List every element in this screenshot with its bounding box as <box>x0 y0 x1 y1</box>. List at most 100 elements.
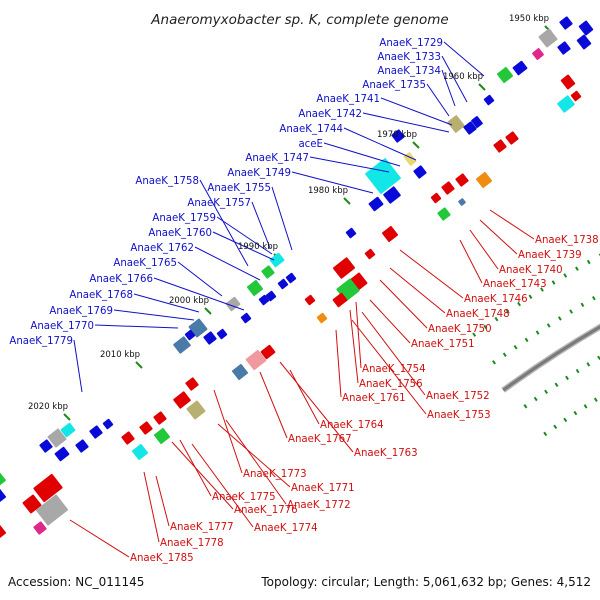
gene-label-forward[interactable]: AnaeK_1758 <box>135 176 199 187</box>
gene-block <box>184 329 196 341</box>
leader-line-reverse <box>389 267 446 314</box>
tick-dash <box>573 410 578 416</box>
leader-line-reverse <box>489 209 535 240</box>
gene-label-forward[interactable]: AnaeK_1770 <box>30 321 94 332</box>
leader-line-reverse <box>217 423 291 488</box>
gene-block <box>203 331 217 345</box>
gene-label-reverse[interactable]: AnaeK_1785 <box>130 553 194 564</box>
tick-dash <box>580 302 585 308</box>
gene-block <box>285 272 297 284</box>
gene-block <box>173 391 191 409</box>
gene-label-forward[interactable]: AnaeK_1757 <box>187 198 251 209</box>
gene-label-reverse[interactable]: AnaeK_1746 <box>464 294 528 305</box>
gene-label-forward[interactable]: AnaeK_1742 <box>298 109 362 120</box>
tick-label: 1990 kbp <box>238 242 278 252</box>
gene-label-reverse[interactable]: AnaeK_1771 <box>291 483 355 494</box>
tick-dash <box>492 360 496 365</box>
gene-label-forward[interactable]: AnaeK_1741 <box>316 94 380 105</box>
tick-dash <box>586 259 591 265</box>
gene-label-forward[interactable]: AnaeK_1779 <box>9 336 73 347</box>
gene-label-reverse[interactable]: AnaeK_1777 <box>170 522 234 533</box>
gene-block <box>532 48 544 60</box>
gene-block <box>391 129 405 143</box>
leader-line-reverse <box>191 443 254 528</box>
gene-label-reverse[interactable]: AnaeK_1750 <box>428 324 492 335</box>
gene-label-reverse[interactable]: AnaeK_1738 <box>535 235 599 246</box>
tick-dash <box>554 382 559 387</box>
tick-dash <box>591 295 596 301</box>
gene-label-reverse[interactable]: AnaeK_1773 <box>243 469 307 480</box>
gene-label-reverse[interactable]: AnaeK_1753 <box>427 410 491 421</box>
tick-dash <box>586 362 591 367</box>
leader-line-forward <box>323 142 401 167</box>
gene-label-reverse[interactable]: AnaeK_1763 <box>354 448 418 459</box>
gene-block <box>475 171 493 189</box>
gene-label-reverse[interactable]: AnaeK_1772 <box>287 500 351 511</box>
gene-label-forward[interactable]: AnaeK_1729 <box>379 38 443 49</box>
gene-label-forward[interactable]: AnaeK_1762 <box>130 243 194 254</box>
gene-label-reverse[interactable]: AnaeK_1739 <box>518 250 582 261</box>
gene-block <box>260 344 276 360</box>
gene-block <box>437 207 451 221</box>
gene-label-reverse[interactable]: AnaeK_1778 <box>160 538 224 549</box>
gene-label-reverse[interactable]: AnaeK_1752 <box>426 391 490 402</box>
gene-label-reverse[interactable]: AnaeK_1761 <box>342 393 406 404</box>
gene-label-reverse[interactable]: AnaeK_1754 <box>362 364 426 375</box>
tick-dash <box>523 404 528 409</box>
gene-block <box>483 94 495 106</box>
gene-label-forward[interactable]: aceE <box>298 139 323 150</box>
tick-dash <box>593 397 598 402</box>
tick-dash <box>583 404 588 409</box>
leader-line-forward <box>291 171 374 194</box>
gene-block <box>332 292 348 308</box>
gene-block <box>75 439 89 453</box>
gene-block <box>0 469 6 487</box>
tick-label: 1950 kbp <box>509 14 549 24</box>
gene-label-forward[interactable]: AnaeK_1749 <box>227 168 291 179</box>
leader-line-reverse <box>349 309 359 384</box>
gene-label-reverse[interactable]: AnaeK_1774 <box>254 523 318 534</box>
gene-block <box>560 74 576 90</box>
tick-label: 1980 kbp <box>308 186 348 196</box>
gene-label-reverse[interactable]: AnaeK_1775 <box>212 492 276 503</box>
gene-label-reverse[interactable]: AnaeK_1767 <box>288 434 352 445</box>
gene-block <box>430 192 442 204</box>
gene-label-forward[interactable]: AnaeK_1734 <box>377 66 441 77</box>
label-leader-lines <box>69 41 535 558</box>
gene-label-forward[interactable]: AnaeK_1765 <box>113 258 177 269</box>
leader-line-forward <box>199 179 249 267</box>
gene-label-reverse[interactable]: AnaeK_1751 <box>411 339 475 350</box>
gene-label-forward[interactable]: AnaeK_1760 <box>148 228 212 239</box>
gene-block <box>557 95 575 113</box>
gene-label-reverse[interactable]: AnaeK_1740 <box>499 265 563 276</box>
leader-line-reverse <box>351 319 427 415</box>
tick-dash <box>517 301 521 307</box>
tick-dash <box>483 324 488 330</box>
gene-block <box>570 90 582 102</box>
gene-block <box>383 186 401 204</box>
gene-label-reverse[interactable]: AnaeK_1776 <box>234 505 298 516</box>
gene-block <box>231 363 249 381</box>
gene-block <box>277 278 289 290</box>
leader-line-reverse <box>279 361 354 453</box>
leader-line-reverse <box>335 329 342 398</box>
gene-label-reverse[interactable]: AnaeK_1764 <box>320 420 384 431</box>
gene-block <box>505 131 519 145</box>
gene-label-forward[interactable]: AnaeK_1744 <box>279 124 343 135</box>
gene-label-reverse[interactable]: AnaeK_1748 <box>446 309 510 320</box>
gene-label-forward[interactable]: AnaeK_1735 <box>362 80 426 91</box>
gene-label-forward[interactable]: AnaeK_1747 <box>245 153 309 164</box>
gene-label-reverse[interactable]: AnaeK_1743 <box>483 279 547 290</box>
gene-label-reverse[interactable]: AnaeK_1756 <box>359 379 423 390</box>
gene-label-forward[interactable]: AnaeK_1768 <box>69 290 133 301</box>
gene-label-forward[interactable]: AnaeK_1759 <box>152 213 216 224</box>
leader-line-forward <box>441 69 456 107</box>
leader-line-forward <box>271 186 293 251</box>
gene-label-forward[interactable]: AnaeK_1769 <box>49 306 113 317</box>
gene-label-forward[interactable]: AnaeK_1755 <box>207 183 271 194</box>
gene-label-forward[interactable]: AnaeK_1733 <box>377 52 441 63</box>
leader-line-forward <box>94 324 179 329</box>
leader-line-forward <box>194 246 261 281</box>
tick-dash <box>565 375 569 381</box>
gene-label-forward[interactable]: AnaeK_1766 <box>89 274 153 285</box>
